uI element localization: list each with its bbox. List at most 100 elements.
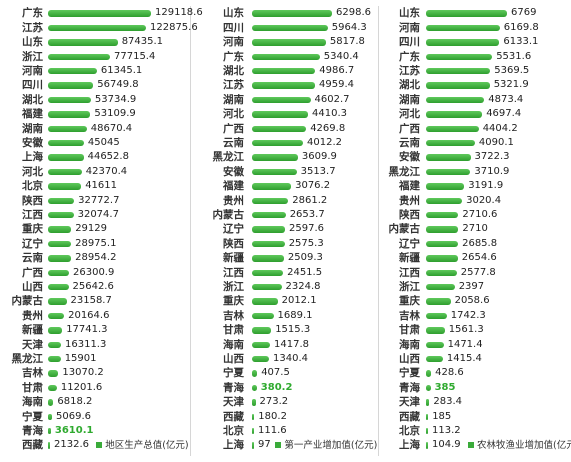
bar-row: 山西 1340.4 xyxy=(197,352,382,366)
bar-row: 重庆 29129 xyxy=(6,222,191,236)
value-label: 5531.6 xyxy=(496,50,532,62)
value-label: 2653.7 xyxy=(289,208,325,220)
bar-row: 山东 87435.1 xyxy=(6,35,191,49)
bar-row: 内蒙古 2653.7 xyxy=(197,208,382,222)
bar-row: 江苏 5369.5 xyxy=(384,64,569,78)
category-label: 四川 xyxy=(399,36,420,49)
bar-row: 陕西 32772.7 xyxy=(6,194,191,208)
category-label: 上海 xyxy=(22,151,43,164)
bar-row: 天津 283.4 xyxy=(384,395,569,409)
panel-divider xyxy=(378,6,379,456)
bar-row: 河南 5817.8 xyxy=(197,35,382,49)
category-label: 广东 xyxy=(223,50,244,63)
bar-row: 湖南 4873.4 xyxy=(384,93,569,107)
category-label: 辽宁 xyxy=(22,237,43,250)
bar xyxy=(48,327,63,334)
category-label: 内蒙古 xyxy=(11,295,44,308)
category-label: 黑龙江 xyxy=(388,165,421,178)
category-label: 山东 xyxy=(22,36,43,49)
bar xyxy=(48,39,118,46)
bar xyxy=(252,125,307,132)
bar-row: 甘肃 1561.3 xyxy=(384,323,569,337)
value-label: 1689.1 xyxy=(277,309,313,321)
value-label: 1561.3 xyxy=(448,324,484,336)
bar xyxy=(426,53,493,60)
bar-row: 重庆 2058.6 xyxy=(384,294,569,308)
bar-row: 重庆 2012.1 xyxy=(197,294,382,308)
category-label: 海南 xyxy=(22,396,43,409)
bar-row: 湖北 53734.9 xyxy=(6,93,191,107)
bar xyxy=(252,211,286,219)
category-label: 山西 xyxy=(22,280,43,293)
category-label: 贵州 xyxy=(399,194,420,207)
legend: 第一产业增加值(亿元) xyxy=(275,439,377,453)
bar xyxy=(48,370,59,377)
bar xyxy=(426,240,459,248)
category-label: 山西 xyxy=(223,352,244,365)
bar-row: 安徽 3722.3 xyxy=(384,150,569,164)
bar-row: 天津 16311.3 xyxy=(6,338,191,352)
bar-row: 吉林 13070.2 xyxy=(6,366,191,380)
bar-row: 新疆 2509.3 xyxy=(197,251,382,265)
value-label: 20164.6 xyxy=(68,309,110,321)
value-label: 5817.8 xyxy=(329,36,365,48)
bar xyxy=(426,168,471,176)
bar-row: 江西 32074.7 xyxy=(6,208,191,222)
value-label: 3513.7 xyxy=(300,165,336,177)
category-label: 浙江 xyxy=(399,280,420,293)
value-label: 26300.9 xyxy=(73,266,115,278)
value-label: 6298.6 xyxy=(336,7,371,19)
category-label: 山东 xyxy=(223,7,244,20)
bar xyxy=(252,327,272,334)
bar-row: 浙江 2324.8 xyxy=(197,280,382,294)
category-label: 江苏 xyxy=(223,79,244,92)
category-label: 四川 xyxy=(223,21,244,34)
value-label: 4697.4 xyxy=(486,108,522,120)
category-label: 甘肃 xyxy=(399,324,420,337)
category-label: 西藏 xyxy=(223,410,244,423)
value-label: 32074.7 xyxy=(77,208,119,220)
bar-row: 海南 1417.8 xyxy=(197,338,382,352)
category-label: 河北 xyxy=(22,165,43,178)
bar-row: 江苏 4959.4 xyxy=(197,78,382,92)
value-label: 3710.9 xyxy=(474,165,510,177)
bar-row: 福建 3191.9 xyxy=(384,179,569,193)
category-label: 湖北 xyxy=(399,79,420,92)
category-label: 北京 xyxy=(399,424,420,437)
value-label: 5369.5 xyxy=(494,64,530,76)
bar-row: 山东 6298.6 xyxy=(197,6,382,20)
bar-row: 上海 104.9 xyxy=(384,438,569,452)
value-label: 380.2 xyxy=(260,381,293,393)
bar xyxy=(426,39,500,46)
bar xyxy=(48,197,75,204)
bar-row: 宁夏 5069.6 xyxy=(6,410,191,424)
category-label: 贵州 xyxy=(22,309,43,322)
category-label: 河北 xyxy=(223,108,244,121)
bar-row: 贵州 20164.6 xyxy=(6,309,191,323)
category-label: 上海 xyxy=(399,439,420,452)
bar-row: 浙江 77715.4 xyxy=(6,50,191,64)
category-label: 福建 xyxy=(223,180,244,193)
value-label: 4959.4 xyxy=(319,79,354,91)
bar xyxy=(252,399,256,406)
bar xyxy=(48,355,61,363)
bar xyxy=(252,355,269,363)
value-label: 6169.8 xyxy=(503,21,539,33)
bar-row: 上海 97 xyxy=(197,438,382,452)
bar xyxy=(426,370,432,377)
value-label: 42370.4 xyxy=(85,165,128,177)
bar-row: 辽宁 2597.6 xyxy=(197,222,382,236)
value-label: 87435.1 xyxy=(121,36,164,48)
value-label: 4410.3 xyxy=(312,108,347,120)
value-label: 56749.8 xyxy=(97,79,139,91)
category-label: 吉林 xyxy=(223,309,244,322)
bar-row: 广东 5531.6 xyxy=(384,50,569,64)
bar xyxy=(426,255,458,262)
bar xyxy=(48,53,110,60)
bar xyxy=(426,413,429,420)
category-label: 浙江 xyxy=(223,280,244,293)
bar-row: 云南 4012.2 xyxy=(197,136,382,150)
category-label: 湖北 xyxy=(22,93,43,106)
bar-row: 湖南 4602.7 xyxy=(197,93,382,107)
